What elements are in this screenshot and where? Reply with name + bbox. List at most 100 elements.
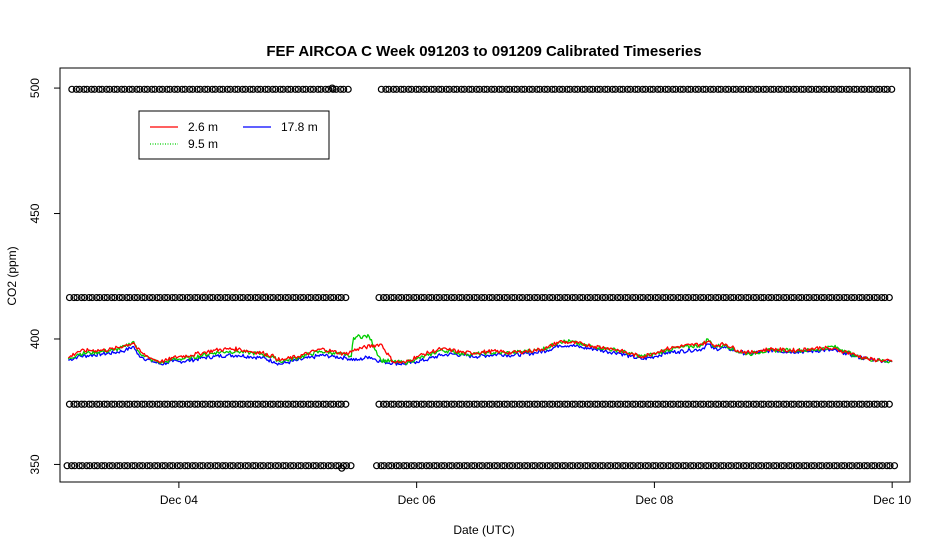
calibration-point (705, 462, 713, 470)
calibration-point (208, 85, 216, 93)
calibration-point (553, 293, 561, 302)
calibration-point (410, 462, 418, 470)
calibration-point (712, 400, 720, 408)
calibration-point (206, 400, 214, 408)
calibration-point (533, 400, 542, 408)
calibration-point (659, 462, 668, 470)
calibration-point (81, 293, 89, 302)
calibration-point (478, 400, 486, 408)
calibration-point (299, 85, 307, 93)
calibration-point (118, 293, 126, 302)
calibration-point (672, 85, 680, 93)
calibration-point (85, 400, 93, 408)
calibration-point (322, 400, 330, 408)
calibration-point (302, 462, 310, 470)
calibration-point (536, 85, 544, 93)
calibration-point (395, 400, 403, 408)
calibration-point (274, 293, 282, 302)
calibration-point (545, 293, 554, 302)
calibration-point (161, 462, 169, 470)
calibration-point (126, 400, 134, 408)
calibration-point (591, 400, 599, 408)
calibration-point (420, 85, 428, 93)
calibration-point (706, 85, 715, 93)
calibration-point (123, 400, 131, 408)
calibration-point (269, 85, 277, 93)
calibration-point (687, 462, 695, 470)
calibration-point (571, 400, 579, 408)
calibration-point (503, 293, 511, 302)
calibration-point (578, 85, 586, 93)
calibration-point (596, 462, 604, 470)
calibration-point (105, 462, 113, 470)
calibration-point (792, 462, 800, 470)
calibration-point (561, 400, 569, 408)
calibration-point (586, 85, 594, 93)
calibration-point (73, 400, 81, 408)
calibration-point (851, 400, 859, 408)
calibration-point (153, 400, 161, 408)
calibration-point (377, 462, 385, 470)
calibration-point (470, 293, 478, 302)
calibration-point (472, 85, 481, 93)
calibration-point (90, 462, 98, 470)
calibration-point (486, 462, 494, 470)
calibration-point (664, 85, 672, 93)
calibration-point (337, 400, 345, 408)
calibration-point (338, 464, 346, 472)
calibration-point (328, 84, 336, 92)
calibration-point (619, 462, 627, 470)
calibration-point (875, 462, 883, 470)
calibration-point (382, 293, 391, 302)
calibration-point (128, 85, 136, 93)
calibration-point (493, 462, 502, 470)
calibration-point (231, 85, 239, 93)
calibration-point (508, 293, 516, 302)
calibration-point (720, 462, 728, 470)
calibration-point (604, 462, 612, 470)
calibration-point (262, 293, 270, 302)
calibration-point (820, 293, 829, 302)
calibration-point (332, 85, 340, 93)
calibration-point (382, 85, 390, 93)
calibration-point (714, 85, 722, 93)
calibration-point (311, 400, 320, 408)
calibration-point (500, 293, 508, 302)
calibration-point (73, 293, 81, 302)
calibration-point (294, 85, 302, 93)
calibration-point (315, 293, 323, 302)
calibration-point (400, 462, 408, 470)
calibration-point (194, 400, 202, 408)
calibration-point (100, 293, 108, 302)
legend: 2.6 m 9.5 m 17.8 m (138, 110, 330, 160)
calibration-point (86, 462, 94, 470)
calibration-point (702, 85, 710, 93)
calibration-point (110, 85, 118, 93)
calibration-point (828, 293, 836, 302)
calibration-point (168, 400, 176, 408)
y-axis-label: CO2 (ppm) (5, 246, 19, 305)
calibration-point (289, 400, 297, 408)
legend-label-17-8m: 17.8 m (281, 120, 318, 134)
calibration-point (555, 85, 564, 93)
calibration-point (783, 400, 791, 408)
calibration-point (430, 462, 438, 470)
plot-frame (59, 67, 911, 483)
calibration-point (719, 400, 727, 408)
calibration-point (692, 400, 700, 408)
calibration-point (649, 462, 657, 470)
calibration-point (835, 85, 843, 93)
calibration-point (266, 400, 274, 408)
calibration-point (148, 85, 156, 93)
calibration-point (606, 293, 614, 302)
calibration-point (251, 293, 259, 302)
calibration-point (619, 85, 627, 93)
calibration-point (579, 293, 587, 302)
calibration-point (510, 85, 518, 93)
calibration-point (757, 293, 765, 302)
calibration-point (666, 400, 674, 408)
calibration-point (398, 400, 406, 408)
calibration-point (797, 85, 805, 93)
calibration-point (556, 400, 564, 408)
calibration-point (888, 85, 896, 93)
